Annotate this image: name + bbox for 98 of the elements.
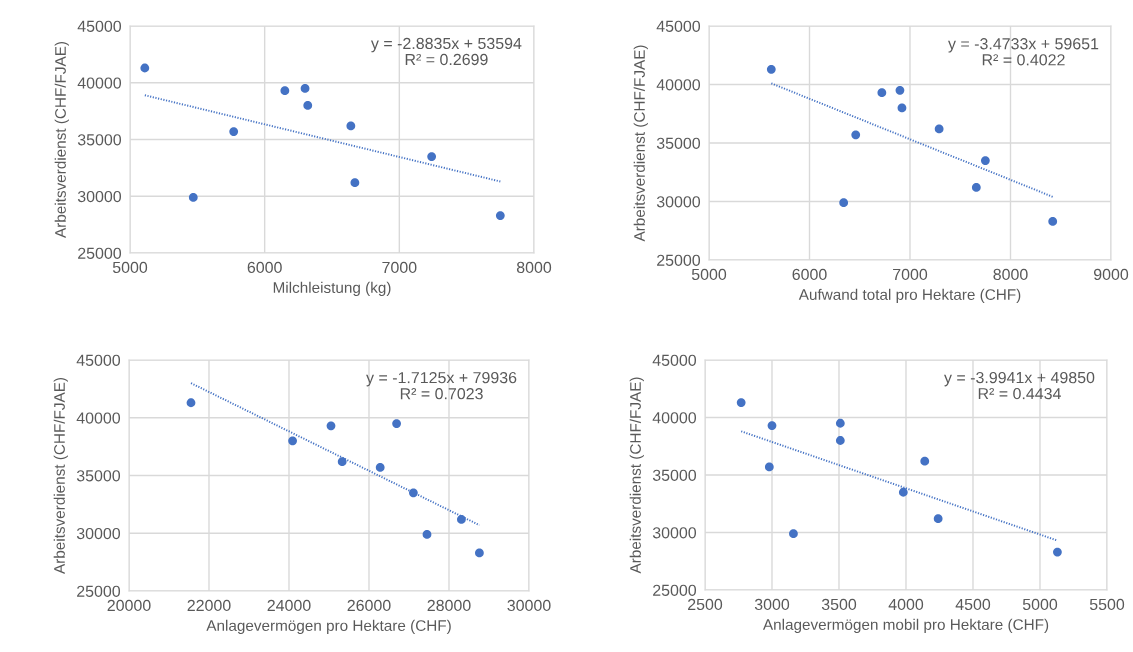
x-tick-label: 7000 bbox=[382, 261, 417, 274]
point bbox=[839, 198, 849, 208]
x-tick-label: 4500 bbox=[955, 598, 991, 611]
x-tick-label: 8000 bbox=[516, 261, 552, 274]
point bbox=[326, 421, 336, 431]
y-tick-label: 30000 bbox=[76, 527, 121, 540]
y-tick-label: 25000 bbox=[653, 584, 697, 596]
point bbox=[350, 178, 360, 188]
point bbox=[280, 86, 290, 96]
y-tick-label: 35000 bbox=[652, 469, 697, 481]
annotation: y = -3.9941x + 49850 bbox=[944, 371, 1095, 387]
y-tick-label: 40000 bbox=[76, 412, 121, 424]
x-axis-title: Milchleistung (kg) bbox=[273, 281, 391, 297]
point bbox=[877, 88, 887, 98]
y-tick-label: 25000 bbox=[657, 254, 701, 266]
x-tick-label: 5000 bbox=[691, 268, 727, 281]
x-tick-label: 28000 bbox=[427, 599, 471, 612]
point bbox=[346, 121, 356, 131]
point bbox=[851, 130, 861, 140]
x-tick-label: 2500 bbox=[688, 598, 723, 611]
point bbox=[971, 183, 981, 192]
point bbox=[422, 530, 432, 539]
point bbox=[895, 85, 905, 95]
point bbox=[835, 418, 845, 428]
x-tick-label: 6000 bbox=[792, 268, 827, 281]
point bbox=[140, 63, 150, 73]
y-tick-label: 30000 bbox=[656, 196, 701, 208]
y-tick-label: 30000 bbox=[652, 527, 697, 539]
point bbox=[188, 192, 198, 202]
y-tick-label: 35000 bbox=[77, 134, 122, 146]
point bbox=[229, 127, 239, 136]
y-tick-label: 40000 bbox=[652, 412, 697, 424]
annotation: y = -3.4733x + 59651 bbox=[948, 38, 1099, 53]
point bbox=[186, 398, 196, 408]
y-axis-title: Arbeitsverdienst (CHF/FJAE) bbox=[54, 41, 69, 238]
point bbox=[766, 64, 776, 74]
y-tick-label: 35000 bbox=[76, 470, 121, 482]
point bbox=[300, 84, 310, 93]
y-axis-title: Arbeitsverdienst (CHF/FJAE) bbox=[629, 377, 644, 574]
x-tick-label: 26000 bbox=[347, 599, 391, 612]
point bbox=[495, 211, 505, 220]
y-axis-title: Arbeitsverdienst (CHF/FJAE) bbox=[633, 45, 648, 242]
point bbox=[303, 101, 313, 110]
point bbox=[898, 487, 908, 497]
annotation: R² = 0.4022 bbox=[982, 54, 1065, 66]
y-tick-label: 45000 bbox=[652, 354, 697, 366]
point bbox=[409, 488, 418, 498]
y-tick-label: 30000 bbox=[77, 190, 122, 203]
x-axis-title: Aufwand total pro Hektare (CHF) bbox=[798, 288, 1021, 304]
point bbox=[789, 529, 798, 539]
x-axis-title: Anlagevermögen pro Hektare (CHF) bbox=[206, 619, 451, 635]
point bbox=[392, 419, 401, 428]
x-tick-label: 20000 bbox=[107, 599, 151, 612]
y-axis-title: Arbeitsverdienst (CHF/FJAE) bbox=[53, 377, 68, 574]
x-tick-label: 6000 bbox=[247, 261, 282, 274]
point bbox=[1048, 217, 1058, 226]
x-tick-label: 24000 bbox=[267, 599, 311, 612]
x-tick-label: 5000 bbox=[1022, 598, 1058, 611]
point bbox=[736, 398, 746, 407]
y-tick-label: 40000 bbox=[77, 77, 122, 89]
y-tick-label: 45000 bbox=[77, 20, 122, 32]
x-tick-label: 9000 bbox=[1093, 268, 1129, 281]
point bbox=[933, 514, 943, 524]
point bbox=[288, 436, 297, 446]
annotation: R² = 0.7023 bbox=[400, 388, 483, 400]
point bbox=[1053, 547, 1062, 557]
point bbox=[475, 548, 484, 558]
x-tick-label: 22000 bbox=[187, 599, 231, 612]
x-tick-label: 3500 bbox=[821, 598, 857, 611]
y-tick-label: 45000 bbox=[656, 20, 701, 32]
point bbox=[934, 124, 944, 134]
annotation: y = -1.7125x + 79936 bbox=[366, 371, 517, 387]
x-axis-title: Anlagevermögen mobil pro Hektare (CHF) bbox=[762, 618, 1049, 634]
y-tick-label: 25000 bbox=[78, 247, 122, 259]
annotation: y = -2.8835x + 53594 bbox=[370, 37, 522, 53]
annotation: R² = 0.4434 bbox=[978, 387, 1061, 400]
point bbox=[375, 463, 385, 472]
point bbox=[764, 462, 774, 472]
point bbox=[427, 152, 437, 161]
y-tick-label: 35000 bbox=[656, 137, 701, 149]
x-tick-label: 3000 bbox=[754, 598, 790, 611]
point bbox=[980, 156, 990, 165]
x-tick-label: 4000 bbox=[888, 598, 924, 611]
point bbox=[835, 436, 845, 445]
annotation: R² = 0.2699 bbox=[405, 53, 488, 66]
x-tick-label: 7000 bbox=[893, 268, 928, 281]
x-tick-label: 8000 bbox=[993, 268, 1028, 281]
point bbox=[920, 456, 930, 466]
x-tick-label: 5500 bbox=[1089, 598, 1125, 611]
point bbox=[457, 515, 466, 524]
y-tick-label: 25000 bbox=[77, 585, 121, 597]
y-tick-label: 45000 bbox=[76, 354, 121, 366]
y-tick-label: 40000 bbox=[656, 79, 701, 91]
x-tick-label: 30000 bbox=[507, 599, 551, 612]
x-tick-label: 5000 bbox=[112, 261, 148, 274]
point bbox=[767, 421, 777, 430]
point bbox=[897, 103, 907, 113]
point bbox=[337, 457, 347, 467]
